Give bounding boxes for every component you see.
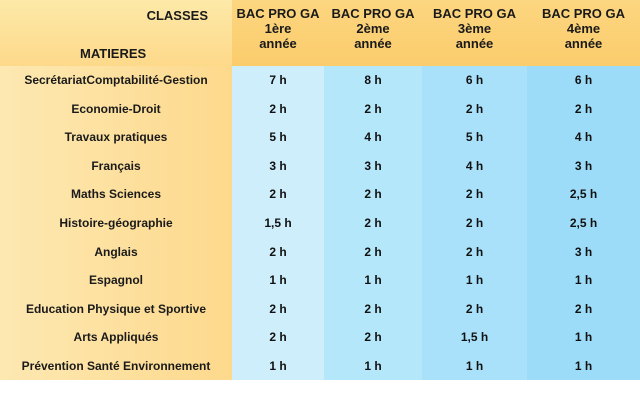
column-header-line: année (455, 36, 494, 51)
hours-cell: 2 h (324, 294, 422, 323)
subject-label: Prévention Santé Environnement (0, 351, 232, 381)
column-header-line: BAC PRO GA (331, 6, 415, 21)
hours-cell: 2 h (232, 294, 324, 323)
hours-cell: 1 h (232, 265, 324, 295)
hours-cell: 1 h (527, 351, 640, 381)
hours-cell: 2,5 h (527, 180, 640, 209)
column-header-line: année (354, 36, 392, 51)
column-header-1: BAC PRO GA 1ère année (232, 0, 324, 66)
hours-cell: 6 h (422, 66, 527, 95)
hours-cell: 1,5 h (422, 322, 527, 352)
hours-cell: 2 h (232, 322, 324, 352)
subject-label: SecrétariatComptabilité-Gestion (0, 66, 232, 95)
hours-cell: 2 h (232, 94, 324, 124)
hours-cell: 1 h (527, 322, 640, 352)
header-corner: CLASSES MATIERES (0, 0, 232, 66)
column-header-line: BAC PRO GA (236, 6, 320, 21)
subject-label: Anglais (0, 237, 232, 266)
classes-label: CLASSES (146, 8, 208, 23)
hours-cell: 7 h (232, 66, 324, 95)
column-header-line: 4ème (566, 21, 601, 36)
column-header-line: 2ème (356, 21, 390, 36)
column-header-4: BAC PRO GA 4ème année (527, 0, 640, 66)
hours-cell: 5 h (232, 123, 324, 152)
subject-label: Travaux pratiques (0, 123, 232, 152)
hours-cell: 1 h (422, 351, 527, 381)
hours-cell: 2 h (324, 237, 422, 266)
hours-cell: 2 h (232, 180, 324, 209)
column-header-line: année (259, 36, 297, 51)
subject-label: Français (0, 151, 232, 181)
hours-cell: 1 h (324, 351, 422, 381)
hours-cell: 2 h (422, 208, 527, 238)
hours-cell: 3 h (527, 151, 640, 181)
hours-cell: 1 h (324, 265, 422, 295)
hours-cell: 2 h (422, 294, 527, 323)
hours-cell: 4 h (527, 123, 640, 152)
hours-cell: 1 h (527, 265, 640, 295)
column-header-3: BAC PRO GA 3ème année (422, 0, 527, 66)
hours-cell: 1,5 h (232, 208, 324, 238)
matieres-label: MATIERES (80, 46, 147, 61)
column-header-line: 3ème (457, 21, 492, 36)
hours-cell: 3 h (232, 151, 324, 181)
hours-cell: 2,5 h (527, 208, 640, 238)
hours-cell: 2 h (232, 237, 324, 266)
subject-label: Maths Sciences (0, 180, 232, 209)
hours-cell: 3 h (527, 237, 640, 266)
subject-label: Espagnol (0, 265, 232, 295)
hours-cell: 5 h (422, 123, 527, 152)
hours-cell: 2 h (527, 94, 640, 124)
column-header-line: BAC PRO GA (432, 6, 517, 21)
hours-cell: 4 h (324, 123, 422, 152)
hours-cell: 2 h (422, 180, 527, 209)
hours-cell: 6 h (527, 66, 640, 95)
column-header-line: BAC PRO GA (541, 6, 626, 21)
hours-cell: 4 h (422, 151, 527, 181)
hours-cell: 2 h (527, 294, 640, 323)
hours-cell: 1 h (422, 265, 527, 295)
subject-label: Education Physique et Sportive (0, 294, 232, 323)
hours-cell: 2 h (422, 237, 527, 266)
column-header-line: 1ère (264, 21, 292, 36)
subject-label: Economie-Droit (0, 94, 232, 124)
column-header-2: BAC PRO GA 2ème année (324, 0, 422, 66)
hours-cell: 2 h (422, 94, 527, 124)
column-header-line: année (564, 36, 603, 51)
hours-cell: 2 h (324, 94, 422, 124)
hours-cell: 3 h (324, 151, 422, 181)
hours-cell: 2 h (324, 208, 422, 238)
hours-cell: 1 h (232, 351, 324, 381)
hours-cell: 2 h (324, 322, 422, 352)
subject-label: Histoire-géographie (0, 208, 232, 238)
hours-cell: 8 h (324, 66, 422, 95)
subject-label: Arts Appliqués (0, 322, 232, 352)
hours-cell: 2 h (324, 180, 422, 209)
